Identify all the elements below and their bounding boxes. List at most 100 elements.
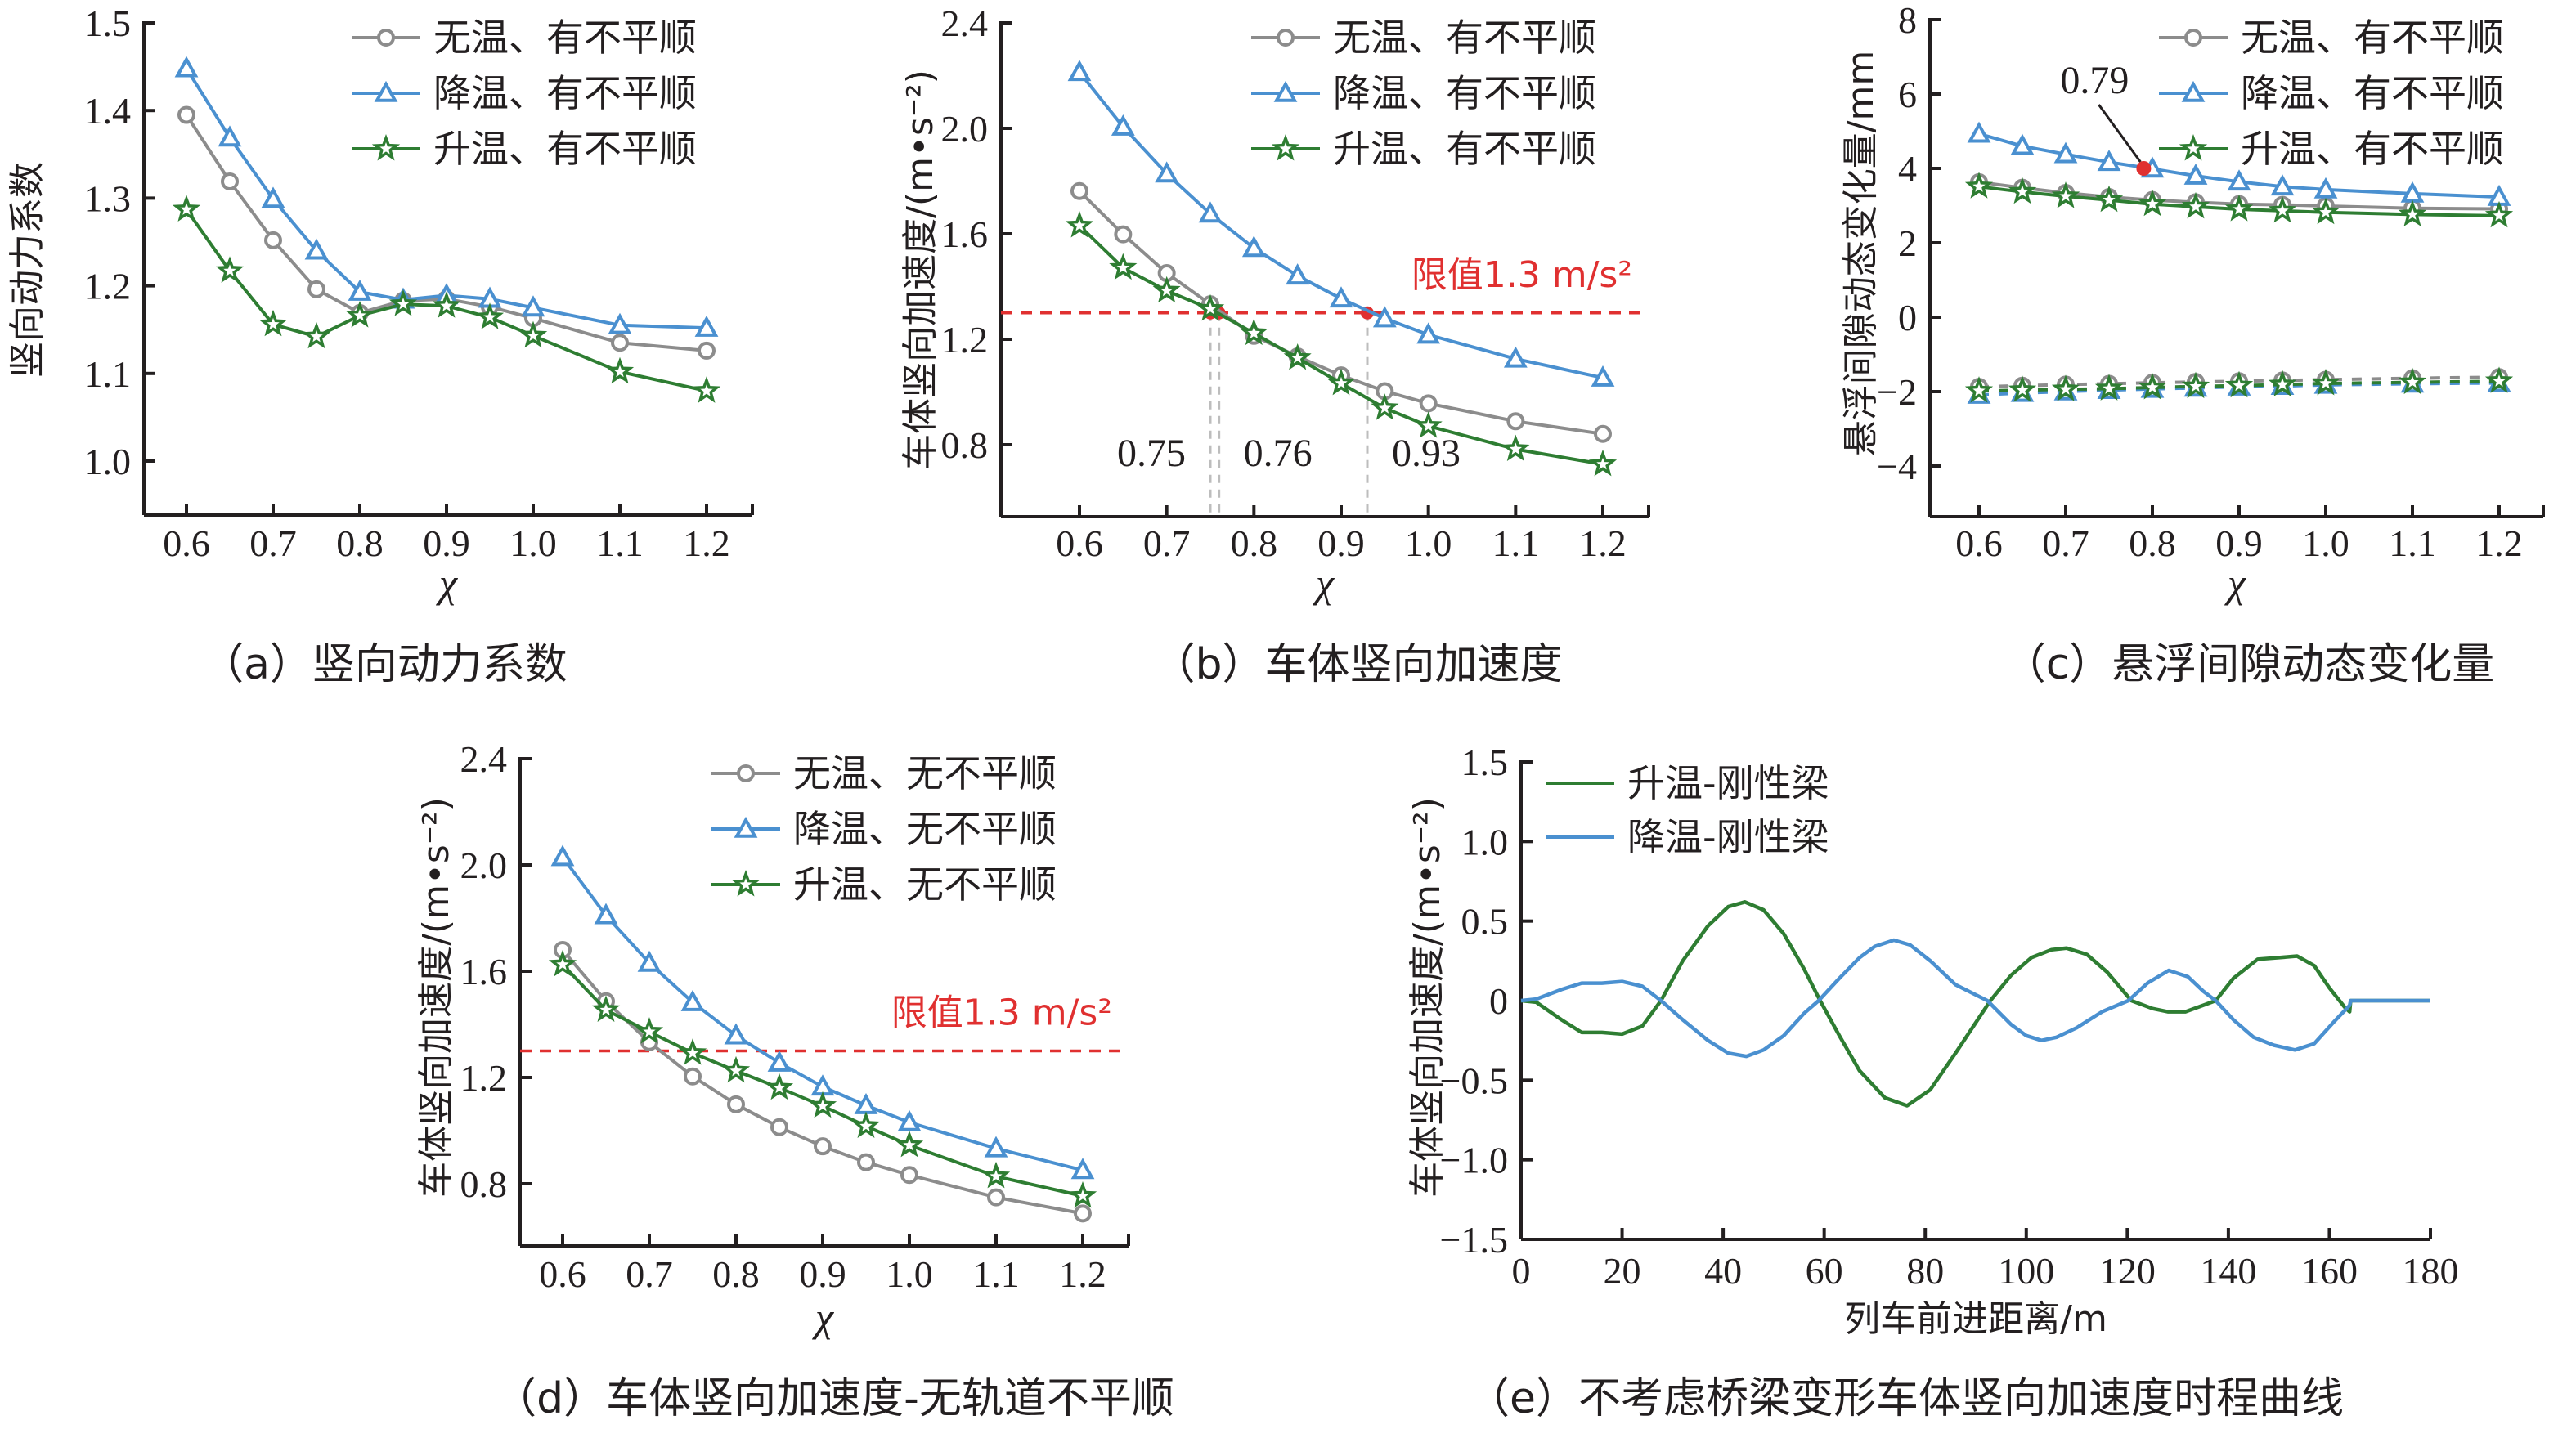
y-tick-label: 1.0: [1461, 821, 1509, 862]
x-tick-label: 1.2: [683, 522, 730, 564]
data-point-triangle: [348, 279, 372, 301]
data-point-circle: [684, 1067, 702, 1086]
x-tick-label: 40: [1704, 1250, 1742, 1292]
legend-label: 升温、有不平顺: [2241, 127, 2504, 171]
panel-caption: （b）车体竖向加速度: [1152, 640, 1562, 689]
data-point-triangle: [1329, 286, 1353, 308]
data-point-star: [1371, 393, 1399, 420]
y-tick-label: 1.2: [84, 266, 132, 307]
y-tick-label: 1.6: [941, 213, 989, 255]
y-tick-label: −0.5: [1440, 1059, 1508, 1101]
data-point-triangle: [550, 844, 575, 867]
y-tick-label: 8: [1898, 0, 1917, 41]
limit-label: 限值1.3 m/s²: [891, 992, 1112, 1034]
data-point-circle: [1114, 225, 1133, 244]
data-point-triangle: [2183, 163, 2208, 185]
data-point-star: [2051, 181, 2080, 208]
data-point-star: [1283, 343, 1312, 370]
x-tick-label: 0.7: [626, 1253, 673, 1295]
data-point-triangle: [724, 1023, 748, 1045]
y-tick-label: 1.0: [84, 441, 132, 482]
data-point-circle: [900, 1166, 918, 1185]
legend-marker-circle: [2184, 29, 2202, 47]
data-point-triangle: [694, 315, 719, 337]
data-point-star: [2138, 373, 2167, 400]
data-point-star: [1240, 318, 1268, 346]
data-point-triangle: [1372, 306, 1397, 328]
data-point-star: [765, 1073, 794, 1100]
x-axis-title: χ: [436, 560, 459, 606]
data-point-star: [1501, 434, 1530, 462]
x-tick-label: 0.8: [336, 522, 384, 564]
x-tick-label: 0.9: [799, 1253, 846, 1295]
data-point-star: [1326, 368, 1356, 396]
data-point-star: [215, 256, 245, 283]
data-point-circle: [698, 341, 716, 360]
legend-marker-triangle: [734, 816, 758, 838]
data-point-triangle: [174, 56, 199, 78]
data-point-star: [2224, 370, 2254, 398]
legend-marker-star: [731, 869, 761, 897]
panel-c-levitation-gap: −4 −2 0 2 4 6 8 0.6 0.7 0.8 0.9 1.0 1.1 1.2 悬浮间隙动态变化量/…: [1840, 0, 2545, 689]
x-tick-label: 1.0: [2302, 522, 2349, 564]
y-tick-label: 2.0: [941, 108, 989, 150]
y-axis-title: 悬浮间隙动态变化量/mm: [1840, 51, 1882, 457]
data-point-star: [518, 320, 548, 348]
y-axis-title: 车体竖向加速度/(m•s⁻²): [415, 797, 457, 1198]
y-tick-label: 1.4: [84, 90, 132, 132]
y-tick-label: 1.2: [941, 319, 989, 361]
y-tick-label: 2: [1898, 222, 1917, 264]
legend-label: 升温、有不平顺: [433, 127, 697, 171]
x-tick-label: 120: [2099, 1250, 2156, 1292]
data-point-triangle: [1241, 235, 1266, 258]
data-point-triangle: [1416, 322, 1441, 344]
data-point-triangle: [2097, 150, 2121, 172]
x-tick-label: 160: [2301, 1250, 2358, 1292]
y-axis-title: 车体竖向加速度/(m•s⁻²): [900, 69, 941, 470]
y-axis-title: 车体竖向加速度/(m•s⁻²): [1407, 797, 1448, 1198]
x-tick-label: 1.2: [1059, 1253, 1106, 1295]
annotation-point: [2136, 161, 2152, 176]
data-point-star: [432, 291, 461, 318]
y-tick-label: 1.3: [84, 177, 132, 219]
panel-caption: （e）不考虑桥梁变形车体竖向加速度时程曲线: [1467, 1374, 2344, 1423]
data-point-triangle: [2313, 177, 2338, 199]
data-point-star: [591, 995, 621, 1022]
legend-label: 降温、无不平顺: [793, 807, 1057, 851]
legend-marker-triangle: [1273, 80, 1298, 102]
data-point-star: [1065, 210, 1094, 238]
data-point-star: [1152, 276, 1181, 303]
data-point-circle: [1419, 394, 1438, 413]
data-point-star: [851, 1111, 881, 1139]
x-tick-label: 1.1: [596, 522, 644, 564]
data-point-star: [721, 1055, 751, 1083]
x-tick-label: 0.9: [1317, 522, 1365, 564]
x-tick-label: 1.1: [1492, 522, 1540, 564]
data-point-triangle: [1070, 1158, 1095, 1180]
y-tick-label: 1.2: [460, 1057, 508, 1099]
data-point-triangle: [608, 312, 632, 334]
y-tick-label: 1.1: [84, 353, 132, 395]
legend-label: 无温、有不平顺: [2241, 16, 2504, 60]
series-line-blue: [1520, 938, 2430, 1059]
y-tick-label: 2.4: [460, 738, 508, 780]
y-tick-label: 0.5: [1461, 901, 1509, 943]
series-line-green: [1520, 900, 2430, 1108]
y-tick-label: 0.8: [941, 424, 989, 466]
legend-label: 升温-刚性梁: [1627, 761, 1829, 805]
x-axis-title: χ: [1313, 560, 1335, 606]
legend-marker-circle: [737, 764, 755, 782]
data-point-star: [345, 300, 375, 328]
data-point-circle: [264, 231, 282, 249]
data-point-circle: [307, 280, 325, 298]
data-point-triangle: [1067, 60, 1092, 82]
legend-marker-star: [2179, 133, 2208, 161]
y-tick-label: 2.0: [460, 844, 508, 886]
x-tick-label: 0.6: [1955, 522, 2003, 564]
x-tick-label: 100: [1998, 1250, 2054, 1292]
data-point-triangle: [984, 1136, 1008, 1158]
data-point-triangle: [261, 186, 285, 208]
series-line-blue: [1078, 71, 1604, 380]
data-point-triangle: [637, 950, 662, 972]
